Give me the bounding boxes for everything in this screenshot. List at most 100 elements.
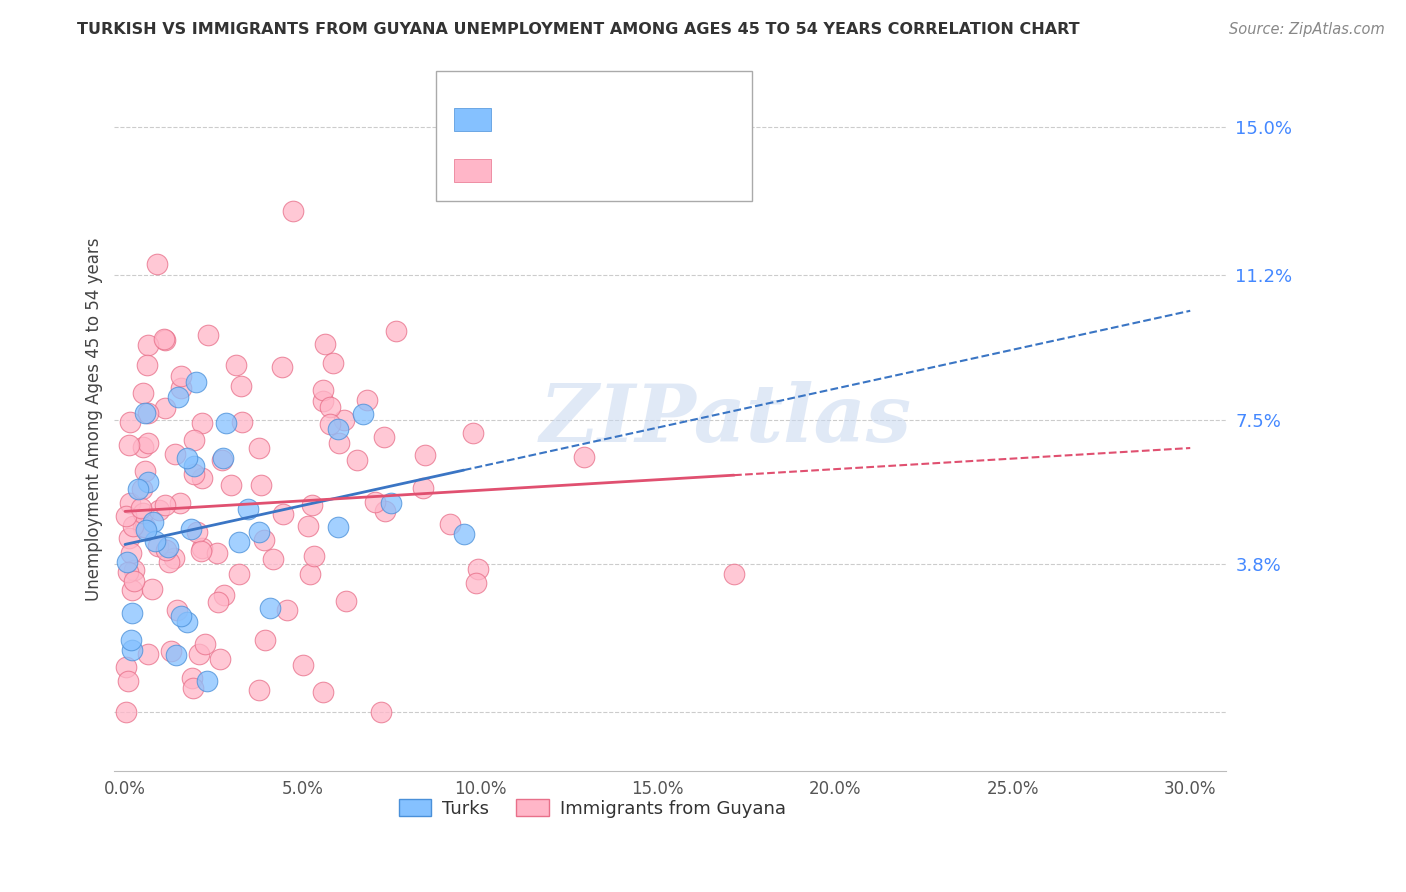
Point — [170, 381, 193, 395]
Point — [259, 600, 281, 615]
Point — [215, 416, 238, 430]
Point — [134, 464, 156, 478]
Point — [136, 358, 159, 372]
Point — [322, 356, 344, 370]
Point — [439, 517, 461, 532]
Point — [319, 417, 342, 431]
Text: 106: 106 — [626, 145, 664, 162]
Point — [380, 496, 402, 510]
Point — [146, 539, 169, 553]
Point — [373, 430, 395, 444]
Point — [160, 644, 183, 658]
Point — [299, 567, 322, 582]
Point — [195, 674, 218, 689]
Point — [122, 574, 145, 588]
Point — [121, 607, 143, 621]
Point — [136, 475, 159, 489]
Text: N =: N = — [591, 95, 630, 113]
Point — [412, 481, 434, 495]
Point — [134, 406, 156, 420]
Point — [165, 446, 187, 460]
Point — [207, 595, 229, 609]
Point — [117, 565, 139, 579]
Point — [572, 450, 595, 464]
Point — [197, 327, 219, 342]
Point — [312, 685, 335, 699]
Point — [453, 526, 475, 541]
Point — [364, 495, 387, 509]
Text: R =: R = — [496, 145, 536, 162]
Point — [115, 660, 138, 674]
Point — [118, 438, 141, 452]
Point — [115, 508, 138, 523]
Point — [352, 407, 374, 421]
Point — [183, 467, 205, 482]
Point — [191, 471, 214, 485]
Point — [247, 441, 270, 455]
Point — [163, 550, 186, 565]
Point — [131, 482, 153, 496]
Point — [385, 324, 408, 338]
Point — [129, 500, 152, 515]
Point — [467, 561, 489, 575]
Point — [148, 502, 170, 516]
Point — [183, 458, 205, 473]
Point — [181, 681, 204, 695]
Point — [127, 482, 149, 496]
Point — [190, 544, 212, 558]
Point — [155, 498, 177, 512]
Point — [159, 556, 181, 570]
Legend: Turks, Immigrants from Guyana: Turks, Immigrants from Guyana — [392, 792, 793, 825]
Point — [170, 369, 193, 384]
Point — [212, 451, 235, 466]
Point — [121, 583, 143, 598]
Point — [225, 358, 247, 372]
Point — [115, 705, 138, 719]
Text: 0.069: 0.069 — [530, 145, 586, 162]
Point — [132, 386, 155, 401]
Point — [120, 546, 142, 560]
Point — [136, 647, 159, 661]
Point — [167, 390, 190, 404]
Point — [120, 496, 142, 510]
Point — [335, 593, 357, 607]
Point — [132, 440, 155, 454]
Point — [141, 582, 163, 596]
Point — [250, 477, 273, 491]
Text: 31: 31 — [626, 95, 651, 113]
Point — [221, 477, 243, 491]
Point — [231, 416, 253, 430]
Point — [165, 648, 187, 662]
Text: R =: R = — [496, 95, 536, 113]
Point — [142, 515, 165, 529]
Point — [169, 496, 191, 510]
Point — [723, 567, 745, 582]
Point — [238, 501, 260, 516]
Point — [118, 531, 141, 545]
Point — [328, 422, 350, 436]
Point — [121, 643, 143, 657]
Point — [297, 519, 319, 533]
Point — [176, 615, 198, 629]
Point — [253, 533, 276, 547]
Point — [122, 564, 145, 578]
Point — [118, 415, 141, 429]
Point — [231, 378, 253, 392]
Point — [134, 519, 156, 533]
Point — [136, 338, 159, 352]
Point — [155, 543, 177, 558]
Point — [155, 401, 177, 416]
Text: ZIPatlas: ZIPatlas — [540, 381, 911, 458]
Point — [135, 523, 157, 537]
Point — [136, 436, 159, 450]
Point — [132, 506, 155, 520]
Point — [301, 498, 323, 512]
Point — [117, 673, 139, 688]
Point — [356, 393, 378, 408]
Point — [304, 549, 326, 563]
Point — [461, 426, 484, 441]
Point — [194, 637, 217, 651]
Point — [205, 546, 228, 560]
Point — [326, 520, 349, 534]
Point — [346, 453, 368, 467]
